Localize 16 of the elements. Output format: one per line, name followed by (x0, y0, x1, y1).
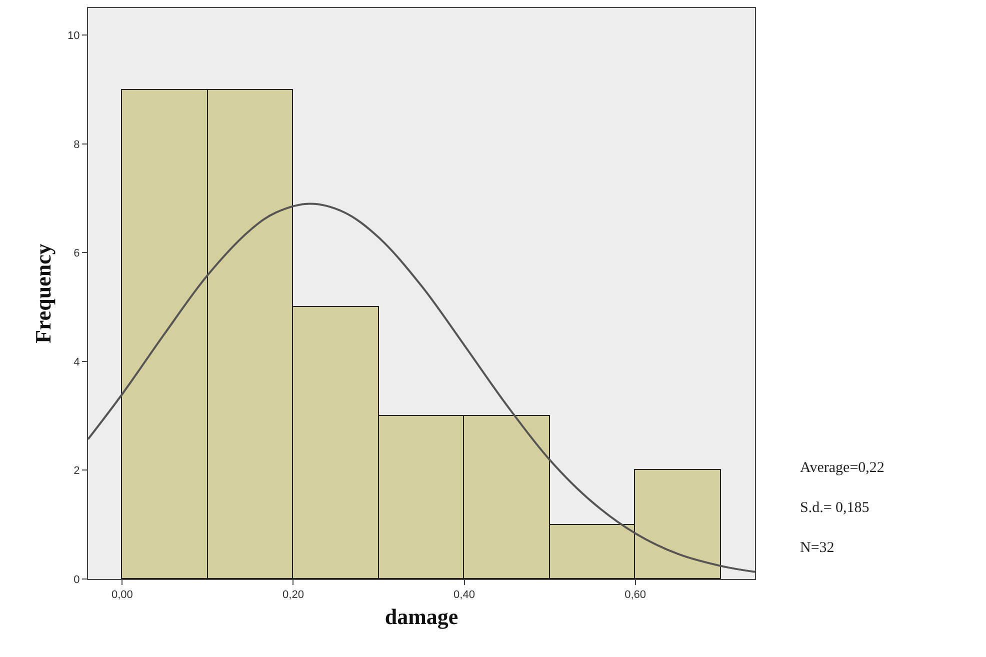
y-tick-label: 2 (74, 465, 80, 478)
y-tick-label: 0 (74, 574, 80, 586)
line-series (88, 202, 755, 573)
y-tick-label: 10 (68, 30, 80, 42)
y-axis-title: Frequency (30, 244, 56, 344)
x-axis-title: damage (384, 604, 458, 630)
x-tick-label: 0,40 (454, 589, 475, 602)
y-tick-label: 4 (74, 356, 80, 368)
text: N=32 (800, 540, 834, 556)
x-tick-label: 0,60 (624, 589, 646, 602)
y-tick-label: 8 (74, 138, 80, 151)
text: Average=0,22 (800, 460, 884, 476)
x-tick-label: 0,00 (112, 589, 133, 602)
y-tick-label: 6 (74, 248, 80, 260)
x-tick-label: 0,20 (282, 589, 304, 602)
text: S.d.= 0,185 (800, 500, 870, 516)
